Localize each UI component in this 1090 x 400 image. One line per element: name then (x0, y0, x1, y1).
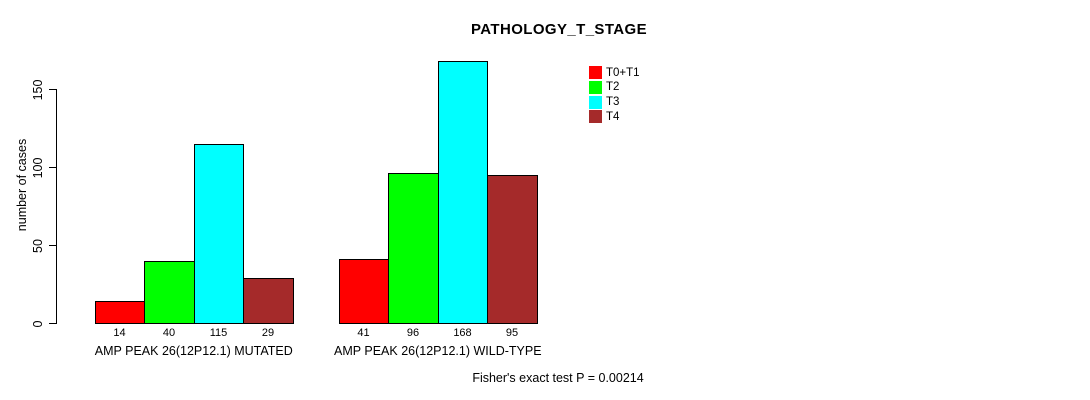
legend-swatch (589, 95, 602, 109)
bar-value-label: 29 (261, 327, 275, 339)
y-axis-tick-label: 50 (31, 238, 45, 253)
y-axis-tick (49, 245, 56, 246)
legend-label: T3 (606, 96, 620, 109)
legend-item: T3 (589, 95, 669, 109)
bar (487, 175, 538, 324)
bar-value-label: 95 (505, 327, 519, 339)
legend-label: T0+T1 (606, 66, 640, 79)
legend-item: T4 (589, 110, 669, 124)
bar (144, 261, 195, 324)
bar-value-label: 14 (113, 327, 126, 339)
bar-value-label: 96 (406, 327, 420, 339)
legend-item: T0+T1 (589, 66, 669, 79)
category-label: AMP PEAK 26(12P12.1) WILD-TYPE (334, 344, 542, 358)
category-label: AMP PEAK 26(12P12.1) MUTATED (94, 344, 293, 358)
bar-value-label: 168 (453, 327, 472, 339)
chart-title: PATHOLOGY_T_STAGE (471, 21, 647, 38)
legend-label: T2 (606, 81, 620, 94)
y-axis-tick-label: 0 (31, 320, 45, 327)
bar-value-label: 115 (209, 327, 228, 339)
y-axis-tick (49, 167, 56, 168)
bar (95, 301, 145, 324)
y-axis-tick-label: 100 (31, 157, 45, 178)
y-axis-tick-label: 150 (31, 79, 45, 100)
bar-value-label: 40 (162, 327, 176, 339)
y-axis-tick (49, 89, 56, 90)
bar (339, 259, 389, 324)
legend-item: T2 (589, 80, 669, 94)
legend-swatch (589, 80, 602, 94)
bar (388, 173, 439, 324)
legend-label: T4 (606, 110, 620, 123)
bar (194, 144, 244, 324)
legend-swatch (589, 110, 602, 124)
legend-swatch (589, 66, 602, 79)
bar (438, 61, 488, 324)
bar (243, 278, 294, 324)
y-axis-tick (49, 323, 56, 324)
bar-value-label: 41 (357, 327, 370, 339)
y-axis-line (56, 89, 57, 324)
annotation-text: Fisher's exact test P = 0.00214 (472, 371, 644, 385)
